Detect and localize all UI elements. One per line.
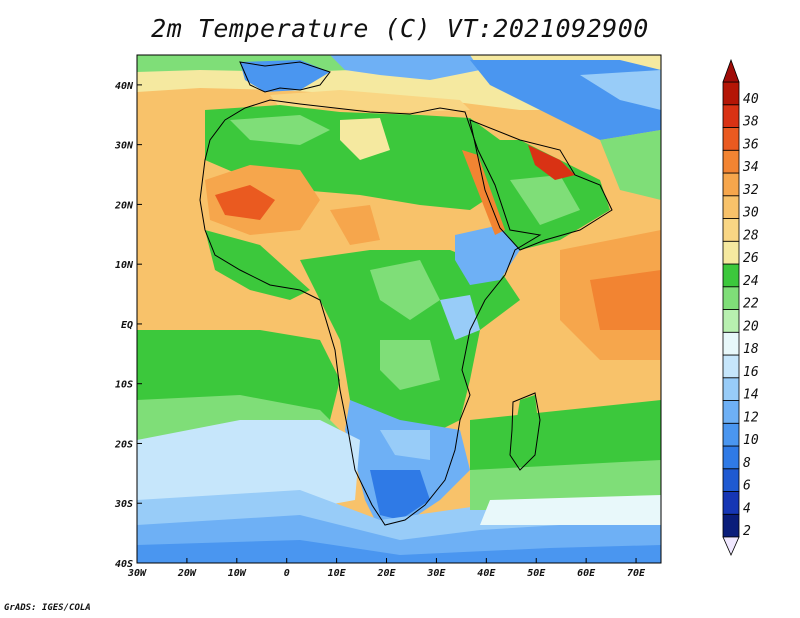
lat-tick-label: 10N — [115, 260, 134, 271]
colorbar-under-triangle — [722, 536, 740, 556]
colorbar-swatch — [722, 331, 740, 356]
lat-tick-label: 30N — [114, 141, 134, 152]
colorbar-label: 38 — [742, 115, 759, 130]
colorbar-label: 20 — [743, 319, 759, 334]
lon-tick-label: 10W — [228, 568, 247, 579]
colorbar-swatch — [722, 172, 740, 197]
colorbar-swatch — [722, 263, 740, 288]
colorbar-over-triangle — [722, 58, 740, 83]
map-title: 2m Temperature (C) VT:2021092900 — [151, 14, 649, 43]
colorbar-label: 2 — [743, 524, 751, 539]
colorbar-swatch — [722, 149, 740, 174]
coastlines — [199, 61, 613, 526]
credit-label: GrADS: IGES/COLA — [4, 603, 91, 613]
lat-tick-label: 20N — [114, 200, 134, 211]
colorbar-swatch — [722, 354, 740, 379]
lon-tick-label: 60E — [577, 568, 596, 579]
colorbar-swatch — [722, 513, 740, 538]
latitude-axis: 40N 30N 20N 10N EQ 10S 20S 30S 40S — [114, 81, 142, 570]
lon-tick-label: 10E — [328, 568, 347, 579]
lat-tick-label: 20S — [114, 439, 133, 450]
colorbar-label: 28 — [743, 228, 759, 243]
colorbar-label: 24 — [743, 274, 759, 289]
colorbar-swatch — [722, 127, 740, 151]
lon-tick-label: 20W — [177, 568, 197, 579]
colorbar-label: 30 — [742, 206, 759, 221]
colorbar-label: 6 — [743, 479, 751, 494]
lon-tick-label: 0 — [284, 568, 290, 579]
temperature-field — [137, 55, 661, 563]
colorbar-swatch — [722, 81, 740, 106]
colorbar-swatch — [722, 377, 740, 401]
colorbar-label: 10 — [743, 433, 759, 448]
lon-tick-label: 40E — [477, 568, 496, 579]
lat-tick-label: 40N — [115, 81, 134, 92]
colorbar-label: 16 — [743, 365, 759, 380]
colorbar-swatch — [722, 445, 740, 470]
lon-tick-label: 70E — [627, 568, 646, 579]
lat-tick-label: EQ — [121, 320, 133, 331]
plot-frame — [136, 54, 662, 564]
colorbar-swatch — [722, 240, 740, 265]
colorbar-label: 26 — [743, 251, 759, 266]
colorbar-label: 32 — [742, 183, 759, 198]
colorbar-swatch — [722, 309, 740, 333]
colorbar-swatch — [722, 195, 740, 219]
colorbar-swatch — [722, 400, 740, 424]
lat-tick-label: 30S — [114, 499, 133, 510]
colorbar-swatch — [722, 286, 740, 310]
lat-tick-label: 40S — [115, 559, 133, 570]
colorbar-label: 18 — [743, 342, 759, 357]
colorbar-swatch — [722, 491, 740, 515]
lon-tick-label: 50E — [527, 568, 546, 579]
longitude-axis: 30W 20W 10W 0 10E 20E 30E 40E 50E 60E 70E — [127, 558, 646, 579]
lon-tick-label: 30E — [426, 568, 446, 579]
lat-tick-label: 10S — [115, 380, 133, 391]
colorbar-label: 34 — [742, 160, 759, 175]
colorbar-label: 22 — [743, 297, 759, 312]
colorbar-label: 12 — [743, 410, 759, 425]
colorbar-label: 4 — [743, 501, 751, 516]
colorbar-swatch — [722, 218, 740, 242]
lon-tick-label: 30W — [127, 568, 147, 579]
colorbar-swatch — [722, 104, 740, 128]
colorbar-swatch — [722, 422, 740, 447]
colorbar-label: 36 — [742, 137, 759, 152]
lon-tick-label: 20E — [376, 568, 396, 579]
colorbar-label: 8 — [743, 456, 751, 471]
colorbar-label: 14 — [743, 388, 759, 403]
colorbar-swatch — [722, 468, 740, 492]
colorbar-label: 40 — [743, 92, 759, 107]
